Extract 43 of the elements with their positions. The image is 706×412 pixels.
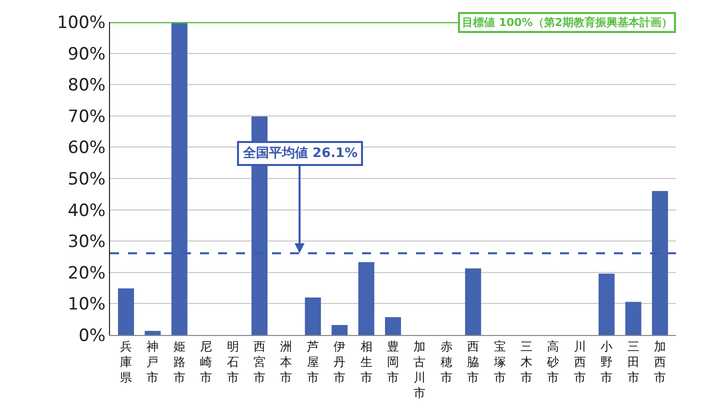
bar [625,302,642,335]
x-tick-label: 小野市 [600,339,613,385]
x-tick-label: 高砂市 [546,339,560,385]
x-tick-label: 西宮市 [254,339,266,385]
bar [118,288,134,335]
y-tick-label: 100% [56,12,106,33]
y-tick-label: 30% [68,232,106,252]
x-tick-label: 赤穂市 [440,339,452,385]
bar [465,268,482,335]
x-tick-label: 伊丹市 [334,339,346,385]
ref-line-label: 目標値 100%（第2期教育振興基本計画） [462,16,672,29]
x-tick-label: 芦屋市 [306,339,319,385]
y-tick-label: 20% [68,263,106,284]
x-tick-label: 加西市 [654,339,666,385]
x-tick-label: 三木市 [520,339,532,385]
x-tick-label: 相生市 [360,339,372,385]
bar [304,297,321,335]
x-tick-label: 川西市 [574,339,586,385]
bar [332,324,348,335]
y-tick-label: 70% [68,106,106,127]
x-tick-label: 宝塚市 [492,339,506,385]
x-tick-label: 姫路市 [173,339,186,385]
bar [358,262,374,335]
x-tick-label: 豊岡市 [387,339,399,385]
y-tick-label: 40% [68,200,106,221]
x-tick-label: 明石市 [226,339,239,385]
y-tick-label: 50% [68,169,106,190]
x-tick-label: 三田市 [627,339,640,385]
x-tick-label: 兵庫県 [120,339,132,385]
bar [384,317,402,335]
y-tick-label: 10% [68,294,106,315]
y-tick-label: 60% [68,138,106,158]
y-tick-label: 0% [78,326,106,346]
y-tick-label: 90% [68,44,106,64]
ref-line-label: 全国平均値 26.1% [242,146,358,161]
x-tick-label: 洲本市 [280,339,292,385]
x-tick-label: 尼崎市 [200,339,212,385]
x-tick-label: 加古川市 [414,339,426,400]
x-tick-label: 神戸市 [146,339,159,385]
bar [144,330,161,335]
x-tick-label: 西脇市 [467,339,480,385]
y-tick-label: 80% [68,76,106,96]
bar [598,274,615,335]
